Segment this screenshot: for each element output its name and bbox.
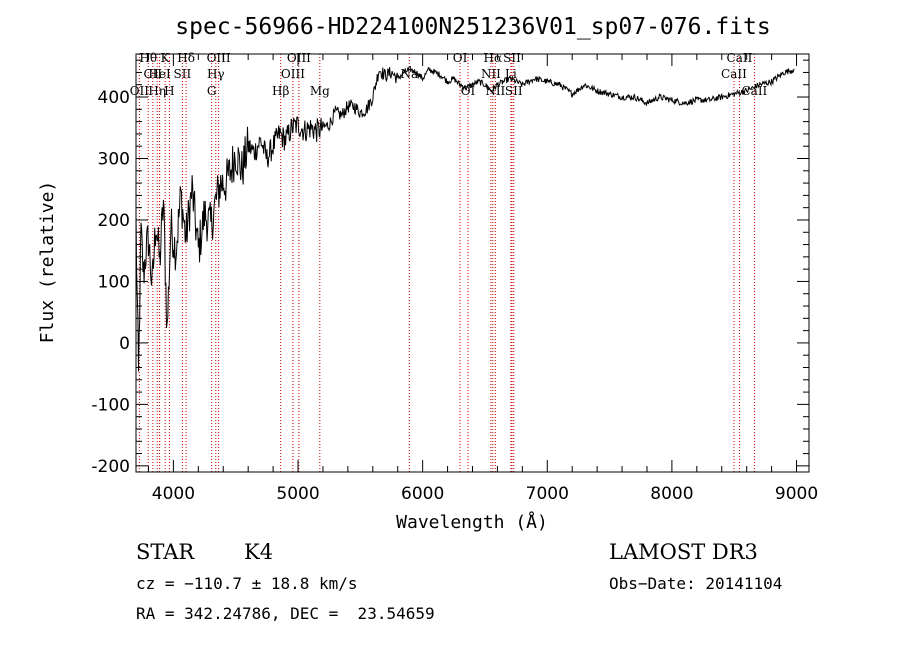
flux-line-0 (135, 65, 795, 372)
spectrum-chart: spec-56966-HD224100N251236V01_sp07-076.f… (37, 14, 818, 533)
marker-label-27: CaII (741, 84, 767, 98)
flux-series (135, 65, 795, 372)
x-tick-label-1: 5000 (276, 484, 319, 504)
observation-date: Obs−Date: 20141104 (609, 574, 783, 593)
marker-label-21: NII (485, 84, 505, 98)
x-tick-label-5: 9000 (775, 484, 818, 504)
plot-frame (135, 53, 810, 473)
marker-label-15: Mg (310, 84, 330, 98)
x-tick-label-4: 8000 (650, 484, 693, 504)
marker-label-11: G (207, 84, 217, 98)
marker-label-8: H (164, 84, 174, 98)
y-tick-label-6: 400 (98, 88, 130, 108)
marker-label-5: Hη (148, 84, 166, 98)
coordinates: RA = 342.24786, DEC = 23.54659 (136, 604, 435, 623)
marker-label-17: OI (453, 51, 468, 65)
marker-label-2: OII (130, 84, 150, 98)
marker-label-1: CII (143, 67, 162, 81)
x-axis: 4000 5000 6000 7000 8000 9000 (147, 54, 818, 504)
marker-label-23: Li (505, 67, 517, 81)
marker-label-12: Hβ (272, 84, 289, 98)
marker-label-26: CaII (721, 67, 747, 81)
marker-label-14: OIII (281, 67, 305, 81)
x-tick-label-0: 4000 (152, 484, 195, 504)
marker-label-22: SII (503, 51, 521, 65)
marker-label-24: SII (505, 84, 523, 98)
object-class: STAR (136, 540, 195, 564)
y-axis-label: Flux (relative) (37, 181, 58, 344)
marker-label-20: NII (481, 67, 501, 81)
marker-label-4: HeI (148, 67, 171, 81)
y-tick-label-4: 200 (98, 211, 130, 231)
marker-label-19: Hα (484, 51, 503, 65)
x-tick-label-2: 6000 (401, 484, 444, 504)
y-tick-label-5: 300 (98, 150, 130, 170)
line-markers (138, 54, 755, 472)
marker-label-7: SII (174, 67, 192, 81)
y-tick-label-2: 0 (119, 334, 130, 354)
y-tick-label-3: 100 (98, 272, 130, 292)
survey-name: LAMOST DR3 (609, 540, 758, 564)
x-axis-label: Wavelength (Å) (396, 511, 548, 533)
marker-label-3: K (161, 51, 171, 65)
chart-title: spec-56966-HD224100N251236V01_sp07-076.f… (175, 14, 770, 40)
y-tick-label-0: -200 (91, 457, 130, 477)
redshift-velocity: cz = −110.7 ± 18.8 km/s (136, 574, 358, 593)
y-axis: -200 -100 0 100 200 300 400 (91, 59, 809, 477)
marker-label-9: OIII (207, 51, 231, 65)
marker-label-10: Hγ (207, 67, 225, 81)
marker-label-13: OIII (287, 51, 311, 65)
marker-label-25: CaII (727, 51, 753, 65)
x-tick-label-3: 7000 (526, 484, 569, 504)
marker-label-6: Hδ (177, 51, 195, 65)
y-tick-label-1: -100 (91, 395, 130, 415)
subclass: K4 (244, 540, 274, 564)
